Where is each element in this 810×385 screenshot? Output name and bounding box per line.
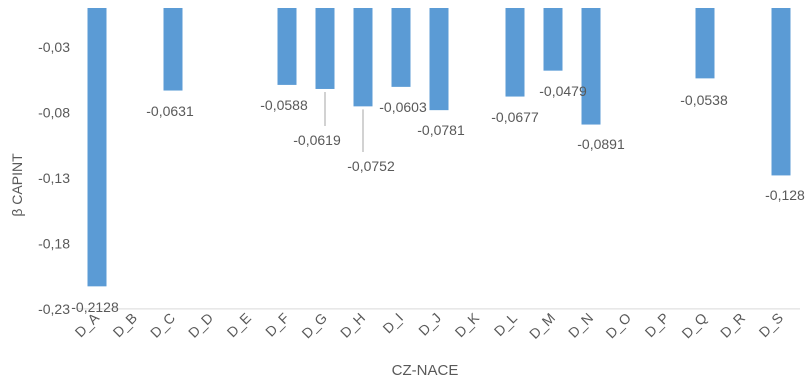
x-tick-label: D_E [224, 310, 255, 341]
bar-D_S [771, 8, 791, 176]
data-label-D_H: -0,0752 [347, 158, 395, 174]
data-label-D_F: -0,0588 [260, 97, 308, 113]
x-tick-label: D_K [452, 309, 483, 340]
bar-D_M [543, 8, 563, 71]
bar-D_C [163, 8, 183, 91]
bar-D_A [87, 8, 107, 287]
x-tick-label: D_R [717, 310, 748, 341]
bar-D_N [581, 8, 601, 125]
data-label-D_I: -0,0603 [379, 99, 427, 115]
y-tick-label: -0,18 [38, 235, 70, 251]
bar-D_H [353, 8, 373, 107]
y-axis-title: β CAPINT [9, 153, 25, 217]
data-label-D_N: -0,0891 [577, 136, 625, 152]
x-tick-label: D_O [602, 310, 634, 342]
y-tick-label: -0,03 [38, 39, 70, 55]
bar-D_L [505, 8, 525, 97]
x-tick-label: D_P [642, 310, 673, 341]
x-tick-label: D_M [526, 310, 558, 342]
x-tick-label: D_S [756, 310, 787, 341]
x-tick-label: D_L [491, 309, 521, 339]
bar-D_F [277, 8, 297, 85]
x-tick-label: D_I [379, 310, 406, 337]
x-tick-label: D_J [415, 310, 444, 339]
x-tick-label: D_D [185, 310, 216, 341]
x-tick-label: D_C [147, 310, 178, 341]
data-label-D_J: -0,0781 [417, 122, 465, 138]
bar-D_J [429, 8, 449, 111]
x-axis-title: CZ-NACE [391, 362, 459, 379]
y-tick-label: -0,13 [38, 170, 70, 186]
y-tick-label: -0,08 [38, 105, 70, 121]
data-label-D_L: -0,0677 [491, 109, 539, 125]
data-label-D_C: -0,0631 [146, 103, 194, 119]
bar-D_I [391, 8, 411, 87]
data-label-D_S: -0,128 [765, 187, 805, 203]
bar-D_Q [695, 8, 715, 79]
data-label-D_M: -0,0479 [539, 83, 587, 99]
x-tick-label: D_N [565, 310, 596, 341]
data-label-D_Q: -0,0538 [680, 92, 728, 108]
bar-D_G [315, 8, 335, 89]
data-label-D_A: -0,2128 [71, 299, 119, 315]
x-tick-label: D_H [337, 310, 368, 341]
x-tick-label: D_F [262, 310, 292, 340]
x-tick-label: D_G [298, 310, 330, 342]
data-label-D_G: -0,0619 [293, 132, 341, 148]
y-tick-label: -0,23 [38, 301, 70, 317]
x-tick-label: D_Q [678, 310, 710, 342]
